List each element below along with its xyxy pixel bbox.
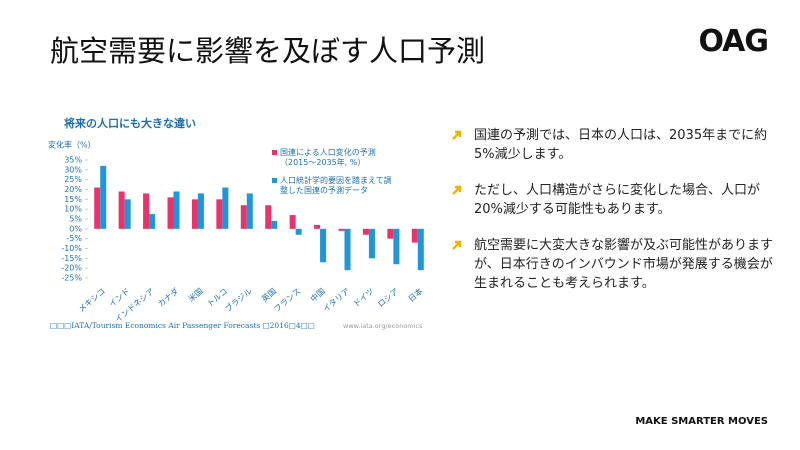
y-axis-label: 変化率（%）	[48, 140, 96, 150]
x-tick-label: 英国	[259, 286, 278, 304]
x-tick-label: ブラジル	[223, 286, 254, 314]
legend-label: 人口統計学的要因を踏まえて調整した国連の予測データ	[280, 176, 392, 195]
x-tick-label: 日本	[406, 286, 425, 304]
legend: 国連による人口変化の予測（2015～2035年, %） 人口統計学的要因を踏まえて…	[272, 148, 398, 204]
y-tick-label: 15%	[64, 195, 82, 204]
bar	[149, 214, 156, 229]
y-tick-label: -25%	[61, 274, 82, 283]
x-tick-label: ロシア	[376, 287, 400, 309]
x-tick-label: 米国	[186, 286, 205, 304]
bullet-text: 国連の予測では、日本の人口は、2035年までに約5%減少します。	[474, 128, 768, 162]
bar	[124, 199, 131, 229]
bar	[173, 191, 180, 229]
bullet-text: ただし、人口構造がさらに変化した場合、人口が20%減少する可能性もあります。	[474, 183, 761, 217]
legend-entry: 人口統計学的要因を踏まえて調整した国連の予測データ	[272, 176, 398, 196]
legend-swatch	[272, 178, 277, 183]
bullet-icon	[452, 185, 462, 195]
bullet-icon	[452, 130, 462, 140]
bullet: 航空需要に大変大きな影響が及ぶ可能性がありますが、日本行きのインバウンド市場が発…	[452, 236, 782, 293]
bar	[338, 228, 345, 231]
legend-swatch	[272, 150, 277, 155]
bar	[320, 228, 327, 263]
bar	[368, 228, 375, 259]
bar	[94, 187, 101, 229]
bar	[222, 187, 229, 229]
bar	[344, 228, 351, 271]
y-tick-label: -10%	[61, 244, 82, 253]
slide-title: 航空需要に影響を及ぼす人口予測	[50, 34, 486, 68]
legend-entry: 国連による人口変化の予測（2015～2035年, %）	[272, 148, 398, 168]
bar	[240, 205, 247, 229]
source-url: www.iata.org/economics	[343, 322, 423, 330]
y-tick-label: 20%	[64, 185, 82, 194]
bar	[417, 228, 424, 271]
x-tick-label: メキシコ	[77, 287, 107, 314]
bullet: ただし、人口構造がさらに変化した場合、人口が20%減少する可能性もあります。	[452, 181, 782, 219]
bullet: 国連の予測では、日本の人口は、2035年までに約5%減少します。	[452, 126, 782, 164]
source: □□□IATA/Tourism Economics Air Passenger …	[50, 321, 315, 330]
bullet-list: 国連の予測では、日本の人口は、2035年までに約5%減少します。 ただし、人口構…	[452, 126, 782, 310]
x-tick-label: 中国	[308, 286, 327, 304]
bar	[289, 215, 296, 229]
y-tick-label: -15%	[61, 254, 82, 263]
bar	[197, 193, 204, 229]
bar	[295, 228, 302, 235]
bullet-text: 航空需要に大変大きな影響が及ぶ可能性がありますが、日本行きのインバウンド市場が発…	[474, 238, 774, 291]
bar	[191, 199, 198, 229]
bar	[246, 193, 253, 229]
x-tick-label: フランス	[272, 287, 302, 314]
bar	[216, 199, 223, 229]
x-tick-label: ドイツ	[352, 287, 376, 309]
x-tick-label: イタリア	[321, 287, 351, 314]
y-tick-label: 30%	[64, 165, 82, 174]
bar	[118, 191, 125, 229]
bar	[362, 228, 369, 235]
bar	[271, 220, 278, 229]
bar	[393, 228, 400, 265]
bullet-icon	[452, 240, 462, 250]
bar	[167, 197, 174, 229]
y-tick-label: 5%	[69, 215, 82, 224]
chart-subtitle: 将来の人口にも大きな違い	[64, 116, 196, 130]
y-tick-label: 0%	[69, 224, 82, 233]
logo: OAG	[698, 24, 769, 59]
y-tick-label: 35%	[64, 156, 82, 165]
bar	[314, 224, 321, 229]
legend-label: 国連による人口変化の予測（2015～2035年, %）	[280, 148, 376, 167]
bar	[143, 193, 150, 229]
y-tick-label: 25%	[64, 175, 82, 184]
bar	[265, 205, 272, 229]
bar	[411, 228, 418, 243]
bar	[100, 165, 107, 229]
y-tick-label: -20%	[61, 264, 82, 273]
y-tick-label: 10%	[64, 205, 82, 214]
footer: MAKE SMARTER MOVES	[635, 416, 768, 427]
x-tick-label: カナダ	[156, 286, 181, 309]
y-tick-label: -5%	[66, 234, 82, 243]
chart: 将来の人口にも大きな違い 変化率（%） □□□IATA/Tourism Econ…	[48, 116, 425, 330]
bar	[387, 228, 394, 239]
